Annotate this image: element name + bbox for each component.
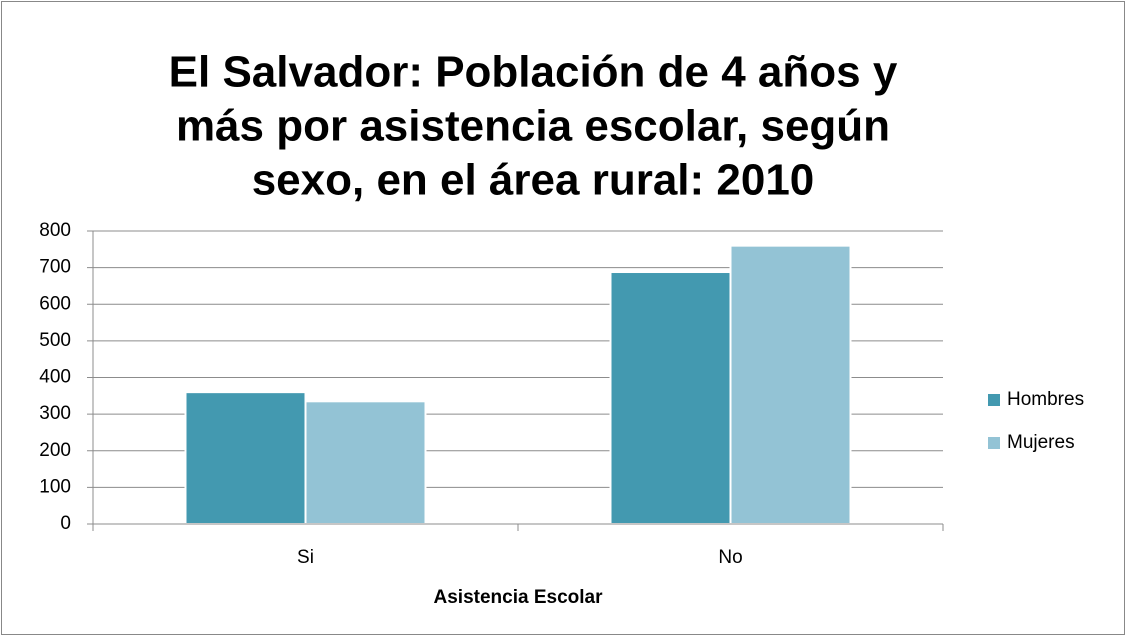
bar — [609, 271, 732, 525]
y-tick-label: 0 — [60, 513, 71, 534]
y-tick-label: 500 — [39, 330, 71, 351]
y-tick-label: 400 — [39, 367, 71, 388]
y-tick-label: 200 — [39, 440, 71, 461]
x-tick-label: Si — [297, 547, 314, 568]
legend-label: Hombres — [1007, 389, 1084, 410]
chart-title: sexo, en el área rural: 2010 — [252, 156, 815, 205]
bar — [184, 391, 307, 525]
y-tick-label: 300 — [39, 403, 71, 424]
y-tick-label: 700 — [39, 257, 71, 278]
chart-title: El Salvador: Población de 4 años y — [169, 48, 898, 97]
x-tick-label: No — [718, 547, 742, 568]
y-tick-label: 100 — [39, 476, 71, 497]
bar — [729, 244, 852, 525]
x-axis-title: Asistencia Escolar — [434, 587, 604, 608]
chart-title: más por asistencia escolar, según — [176, 102, 890, 151]
legend-label: Mujeres — [1007, 432, 1075, 453]
y-tick-label: 600 — [39, 293, 71, 314]
y-tick-label: 800 — [39, 220, 71, 241]
legend-swatch — [988, 437, 1000, 449]
bar — [304, 400, 427, 525]
legend-swatch — [988, 394, 1000, 406]
